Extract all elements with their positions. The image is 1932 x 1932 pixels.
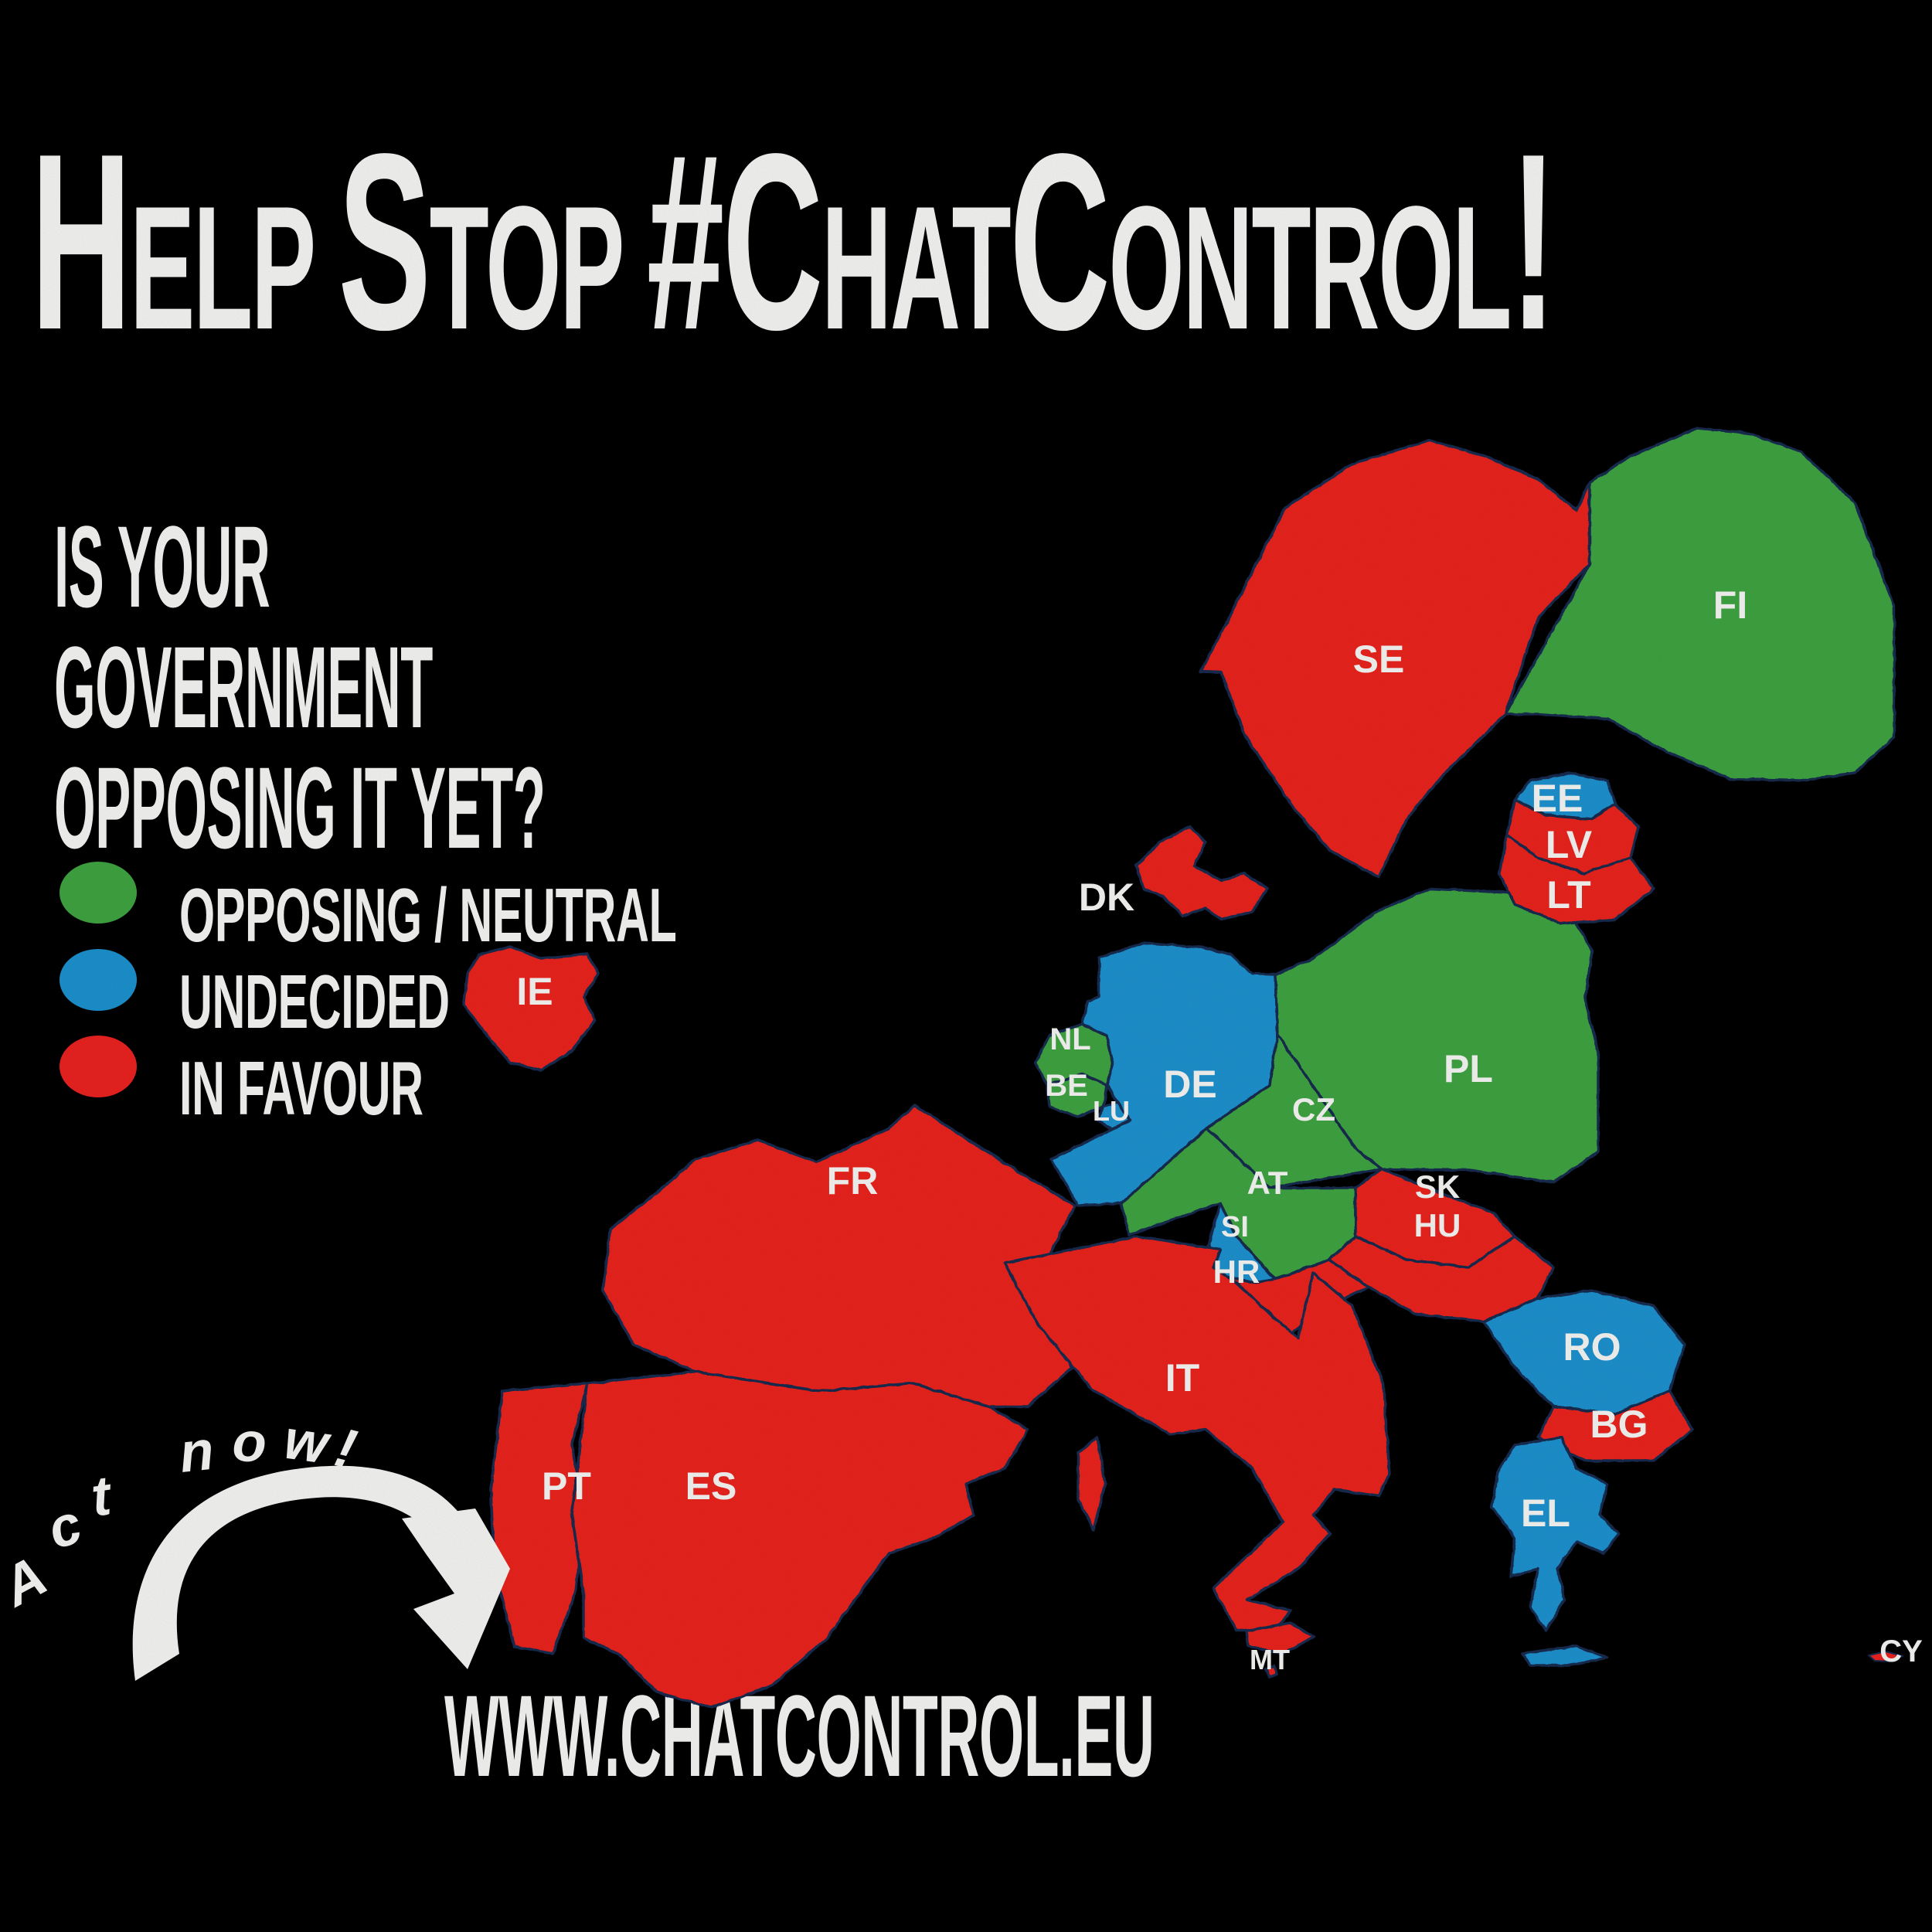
svg-text:c: c [40,1493,89,1561]
svg-text:PL: PL [1444,1047,1493,1090]
svg-text:LV: LV [1546,823,1593,866]
svg-text:CY: CY [1879,1634,1923,1668]
svg-text:SI: SI [1221,1211,1249,1243]
svg-text:EL: EL [1521,1492,1570,1535]
svg-text:DK: DK [1079,876,1134,919]
svg-text:CZ: CZ [1292,1091,1335,1128]
svg-text:HU: HU [1414,1207,1461,1243]
svg-text:LT: LT [1546,873,1590,917]
svg-text:BG: BG [1590,1403,1648,1446]
svg-text:FI: FI [1713,583,1747,627]
svg-text:IT: IT [1165,1356,1199,1400]
svg-text:SK: SK [1415,1168,1460,1205]
svg-text:EE: EE [1532,777,1583,820]
svg-text:t: t [87,1464,117,1529]
svg-text:NL: NL [1049,1022,1090,1056]
svg-text:MT: MT [1250,1644,1290,1675]
svg-text:RO: RO [1563,1325,1621,1369]
svg-text:ES: ES [685,1464,737,1508]
svg-text:IE: IE [516,970,553,1013]
svg-text:w: w [281,1409,335,1477]
svg-text:SE: SE [1353,638,1405,681]
svg-text:PT: PT [542,1464,591,1508]
svg-text:n: n [176,1420,216,1485]
svg-text:o: o [231,1411,267,1474]
svg-text:DE: DE [1163,1063,1216,1106]
svg-text:BE: BE [1045,1069,1088,1103]
svg-text:A: A [0,1545,56,1619]
svg-text:HR: HR [1213,1253,1260,1290]
svg-text:LU: LU [1093,1095,1130,1127]
svg-text:FR: FR [827,1159,879,1202]
svg-text:AT: AT [1247,1165,1288,1201]
